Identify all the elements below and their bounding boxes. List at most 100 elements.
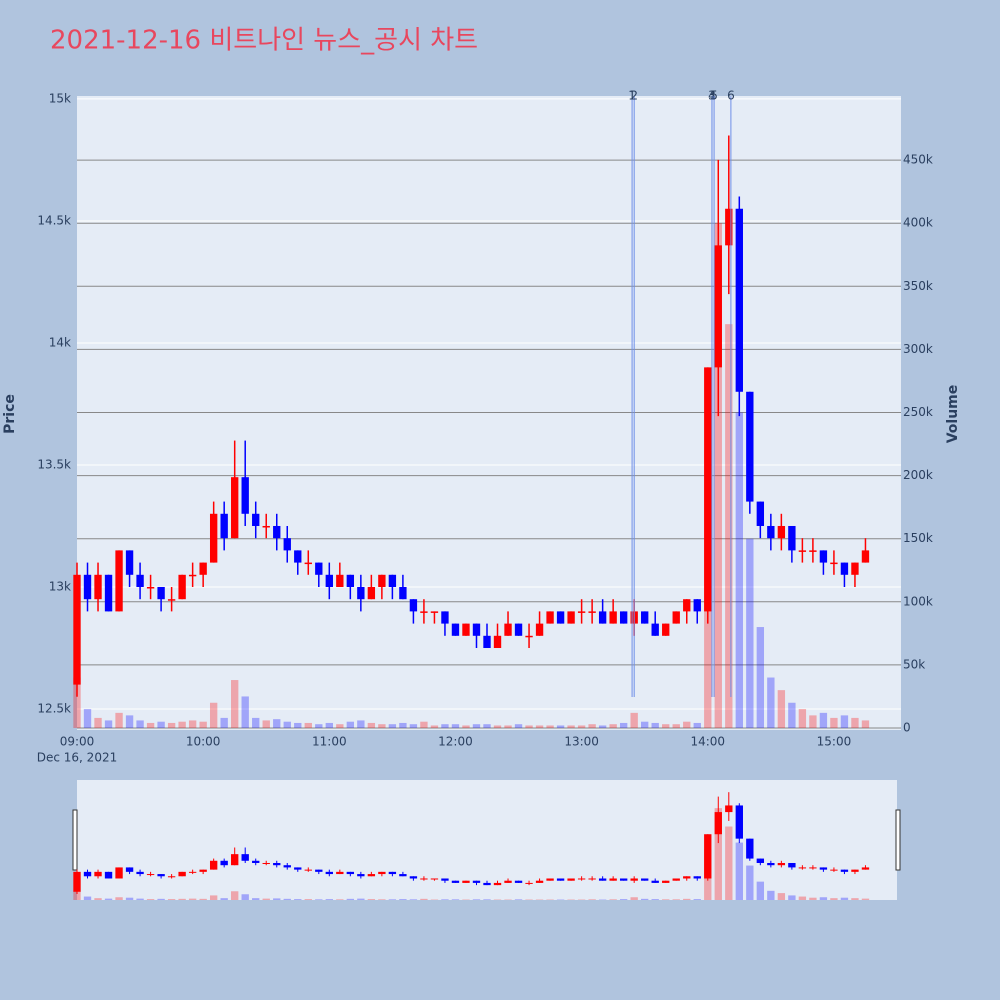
volume-bar (378, 724, 386, 728)
volume-bar (367, 722, 376, 728)
slider-candle-body (409, 876, 418, 879)
range-slider[interactable] (77, 780, 897, 900)
slider-volume-bar (241, 894, 249, 900)
candle-body (472, 623, 481, 636)
slider-candle-body (767, 862, 775, 866)
volume-bar (819, 712, 828, 728)
slider-candle-body (619, 878, 628, 881)
volume-bar (588, 724, 596, 728)
slider-volume-bar (830, 898, 838, 900)
slider-candle-body (273, 862, 281, 866)
candle-body (94, 574, 102, 600)
candle-body (683, 599, 691, 612)
volume-bar (504, 725, 512, 728)
slider-candle-body (504, 880, 512, 883)
slider-candle-body (209, 860, 218, 870)
slider-candle-body (483, 882, 491, 886)
slider-candle-body (514, 880, 523, 883)
slider-volume-bar (819, 897, 828, 900)
slider-volume-bar (136, 898, 144, 900)
volume-bar (388, 724, 397, 728)
candle-body (441, 611, 449, 624)
candle-body (125, 550, 134, 575)
slider-candle-body (472, 880, 481, 883)
y2-tick-label: 450k (903, 153, 933, 167)
candle-body (199, 562, 207, 575)
slider-candle-body (220, 860, 228, 866)
slider-candle-body (188, 871, 197, 873)
slider-volume-bar (315, 899, 323, 900)
y2-axis-title: Volume (945, 385, 961, 444)
y-tick-label: 12.5k (37, 702, 71, 716)
slider-volume-bar (609, 899, 617, 900)
candle-body (346, 574, 355, 587)
candle-body (325, 574, 333, 587)
slider-volume-bar (756, 881, 765, 900)
slider-handle[interactable] (895, 809, 901, 871)
volume-bar (609, 724, 617, 728)
x-tick-label: 09:00 (60, 735, 95, 749)
volume-bar (157, 721, 165, 728)
volume-bar (231, 680, 239, 728)
slider-candle-body (714, 812, 722, 835)
slider-volume-bar (220, 898, 228, 900)
slider-volume-bar (73, 890, 81, 900)
volume-bar (294, 722, 302, 728)
volume-bar (304, 722, 312, 728)
y2-tick-label: 150k (903, 531, 933, 545)
slider-candle-body (630, 878, 638, 881)
y-tick-label: 14.5k (37, 213, 71, 227)
candle-body (336, 574, 344, 587)
volume-bar (451, 724, 460, 728)
news-label: 1 (628, 89, 636, 103)
slider-candle-body (451, 880, 460, 883)
candle-body (220, 513, 228, 539)
candle-body (252, 513, 260, 526)
volume-bar (178, 721, 186, 728)
volume-bar (346, 721, 355, 728)
slider-candle-body (609, 878, 617, 881)
slider-candle-body (167, 876, 176, 878)
x-tick-label: 15:00 (817, 735, 852, 749)
slider-candle-body (136, 871, 144, 875)
candle-body (367, 586, 376, 600)
volume-bar (199, 721, 207, 728)
slider-candle-body (556, 878, 565, 881)
volume-bar (788, 702, 796, 728)
volume-bar (809, 715, 817, 728)
slider-candle-body (294, 867, 302, 870)
slider-candle-body (598, 878, 607, 881)
slider-candle-body (588, 878, 596, 880)
candle-body (651, 623, 659, 636)
slider-candle-body (725, 805, 733, 813)
volume-bar (325, 722, 333, 728)
candle-body (619, 611, 628, 624)
volume-bar (830, 717, 838, 728)
volume-bar (104, 720, 113, 728)
volume-bar (714, 223, 722, 728)
slider-handle[interactable] (72, 809, 78, 871)
slider-volume-bar (283, 898, 291, 900)
slider-volume-bar (725, 826, 733, 900)
candle-body (746, 391, 754, 502)
y2-tick-label: 300k (903, 342, 933, 356)
y2-tick-label: 50k (903, 657, 925, 671)
slider-candle-body (830, 869, 838, 871)
volume-bar (630, 712, 638, 728)
candle-body (672, 611, 680, 624)
candle-body (525, 635, 533, 638)
slider-candle-body (346, 871, 355, 875)
slider-candle-body (798, 867, 807, 869)
volume-bar (399, 722, 407, 728)
y2-tick-label: 200k (903, 468, 933, 482)
candle-body (819, 550, 828, 563)
x-tick-label: 14:00 (690, 735, 725, 749)
slider-volume-bar (514, 899, 523, 900)
volume-bar (315, 724, 323, 728)
volume-bar (525, 725, 533, 728)
slider-candle-body (83, 871, 92, 877)
volume-bar (73, 677, 81, 728)
volume-bar (357, 720, 365, 728)
candle-body (188, 574, 197, 577)
volume-bar (241, 696, 249, 728)
